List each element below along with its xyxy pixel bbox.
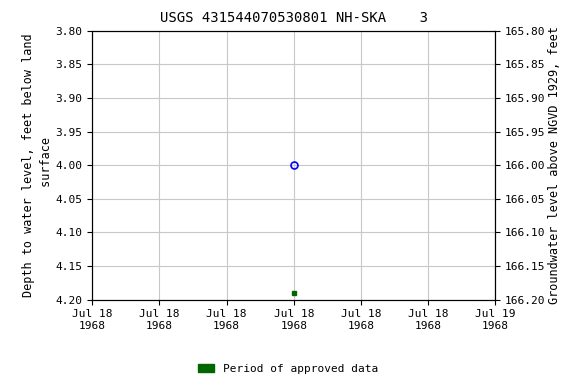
Legend: Period of approved data: Period of approved data [193, 359, 383, 379]
Y-axis label: Depth to water level, feet below land
 surface: Depth to water level, feet below land su… [22, 33, 52, 297]
Y-axis label: Groundwater level above NGVD 1929, feet: Groundwater level above NGVD 1929, feet [548, 26, 562, 304]
Title: USGS 431544070530801 NH-SKA    3: USGS 431544070530801 NH-SKA 3 [160, 12, 428, 25]
